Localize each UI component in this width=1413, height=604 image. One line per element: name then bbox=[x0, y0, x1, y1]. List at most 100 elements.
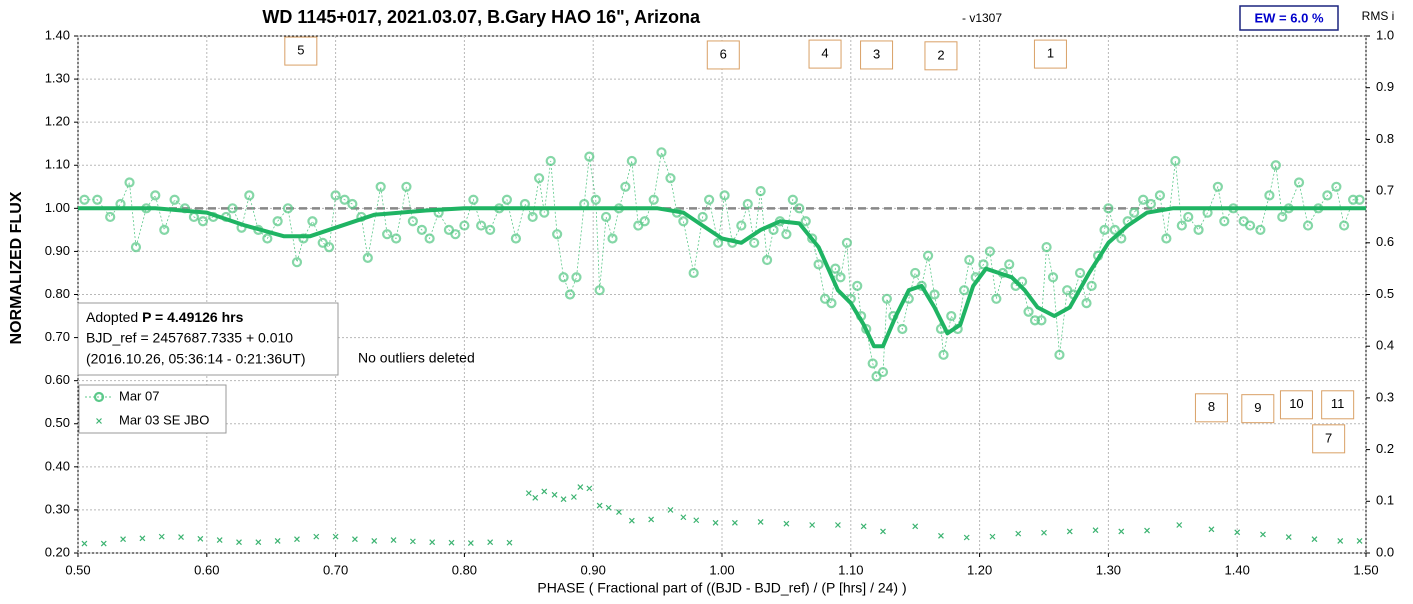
annotation-box bbox=[1033, 39, 1067, 69]
data-point bbox=[424, 233, 435, 244]
y-tick-label: 0.60 bbox=[45, 372, 70, 387]
data-point bbox=[761, 254, 773, 266]
data-point bbox=[459, 220, 470, 231]
data-point bbox=[826, 298, 837, 309]
data-point bbox=[607, 233, 618, 244]
data-point bbox=[244, 190, 255, 201]
data-point bbox=[1208, 526, 1215, 533]
annotation-label: 10 bbox=[1289, 396, 1303, 411]
annotation-label: 2 bbox=[937, 47, 944, 62]
data-point bbox=[742, 198, 753, 210]
x-tick-label: 0.50 bbox=[65, 562, 90, 577]
y-tick-label: 0.80 bbox=[45, 286, 70, 301]
data-point bbox=[1354, 194, 1365, 205]
y-tick-label: 1.20 bbox=[45, 114, 70, 129]
data-point bbox=[448, 539, 455, 546]
data-point bbox=[880, 528, 886, 535]
data-point bbox=[678, 216, 689, 227]
y-tick-label: 0.90 bbox=[45, 243, 70, 258]
data-point bbox=[1015, 530, 1022, 537]
data-point bbox=[375, 181, 386, 192]
data-point bbox=[178, 534, 184, 540]
data-point bbox=[1129, 207, 1140, 218]
data-point bbox=[1154, 190, 1166, 201]
annotation-box bbox=[808, 39, 842, 69]
data-point bbox=[755, 186, 766, 197]
x-tick-label: 1.10 bbox=[838, 562, 863, 577]
legend-label: Mar 07 bbox=[119, 388, 159, 403]
data-point bbox=[558, 272, 569, 283]
data-point bbox=[1176, 220, 1187, 231]
data-point bbox=[169, 194, 180, 205]
data-point bbox=[1183, 211, 1194, 223]
data-point bbox=[255, 539, 262, 546]
data-point bbox=[1264, 190, 1275, 201]
y-tick-label: 1.00 bbox=[45, 200, 70, 215]
data-point bbox=[487, 539, 494, 546]
data-point bbox=[534, 173, 545, 184]
data-point bbox=[867, 358, 878, 369]
data-point bbox=[1293, 177, 1305, 188]
data-point bbox=[501, 194, 513, 205]
annotation-box bbox=[1279, 390, 1313, 420]
x-tick-label: 0.90 bbox=[581, 562, 606, 577]
x-tick-label: 0.70 bbox=[323, 562, 348, 577]
data-point bbox=[541, 488, 548, 495]
data-point bbox=[800, 216, 811, 227]
data-point bbox=[991, 293, 1002, 304]
y2-tick-label: 0.3 bbox=[1376, 389, 1394, 404]
data-point bbox=[959, 285, 970, 296]
annotation-label: 9 bbox=[1254, 400, 1261, 415]
data-point bbox=[590, 194, 601, 205]
data-point bbox=[1311, 536, 1318, 543]
data-point bbox=[1116, 233, 1127, 244]
x-tick-label: 1.40 bbox=[1225, 562, 1250, 577]
data-point bbox=[1277, 211, 1288, 223]
data-point bbox=[1193, 224, 1204, 235]
data-point bbox=[731, 519, 738, 526]
model-line bbox=[78, 206, 1366, 349]
y2-tick-label: 0.0 bbox=[1376, 544, 1394, 559]
annotation-label: 5 bbox=[297, 43, 304, 58]
y-tick-label: 0.40 bbox=[45, 458, 70, 473]
note: No outliers deleted bbox=[358, 350, 475, 366]
annotation-label: 4 bbox=[821, 46, 828, 61]
data-point bbox=[834, 522, 841, 528]
annotation-label: 11 bbox=[1331, 396, 1345, 411]
data-point bbox=[1337, 538, 1344, 544]
x-tick-label: 0.80 bbox=[452, 562, 477, 577]
data-point bbox=[1029, 315, 1041, 326]
data-point bbox=[467, 540, 474, 547]
y-axis-label: NORMALIZED FLUX bbox=[8, 191, 25, 344]
data-point bbox=[236, 539, 242, 546]
annotation-box bbox=[284, 36, 318, 66]
x-tick-label: 0.60 bbox=[194, 562, 219, 577]
data-point bbox=[656, 147, 667, 158]
data-point bbox=[648, 516, 655, 523]
data-point bbox=[1054, 349, 1065, 360]
data-point bbox=[852, 280, 863, 291]
data-point bbox=[1086, 280, 1097, 291]
annotation-box bbox=[1241, 394, 1275, 424]
data-point bbox=[382, 229, 393, 240]
legend-marker bbox=[96, 418, 102, 424]
data-point bbox=[989, 533, 996, 540]
annotation-box bbox=[1194, 393, 1228, 423]
info-period: P = 4.49126 hrs bbox=[142, 309, 244, 325]
data-point bbox=[510, 233, 522, 244]
data-point bbox=[626, 155, 637, 167]
y-tick-label: 0.30 bbox=[45, 501, 70, 516]
info-text: Adopted bbox=[86, 309, 138, 325]
data-point bbox=[1161, 233, 1172, 244]
chart-title: WD 1145+017, 2021.03.07, B.Gary HAO 16",… bbox=[262, 7, 701, 27]
data-point bbox=[564, 289, 576, 300]
data-point bbox=[616, 509, 622, 515]
data-point bbox=[158, 533, 165, 540]
y-tick-label: 1.40 bbox=[45, 27, 70, 42]
data-point bbox=[881, 293, 892, 304]
data-point bbox=[719, 190, 730, 201]
data-point bbox=[807, 233, 818, 244]
annotation-box bbox=[706, 40, 740, 70]
data-point bbox=[877, 366, 889, 378]
y-tick-label: 0.50 bbox=[45, 415, 70, 430]
